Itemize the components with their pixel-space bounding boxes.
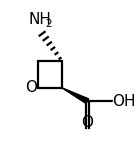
- Text: O: O: [81, 115, 93, 130]
- Text: 2: 2: [46, 19, 52, 29]
- Polygon shape: [62, 88, 89, 104]
- Text: OH: OH: [112, 94, 136, 109]
- Text: O: O: [25, 80, 37, 95]
- Text: NH: NH: [29, 12, 52, 27]
